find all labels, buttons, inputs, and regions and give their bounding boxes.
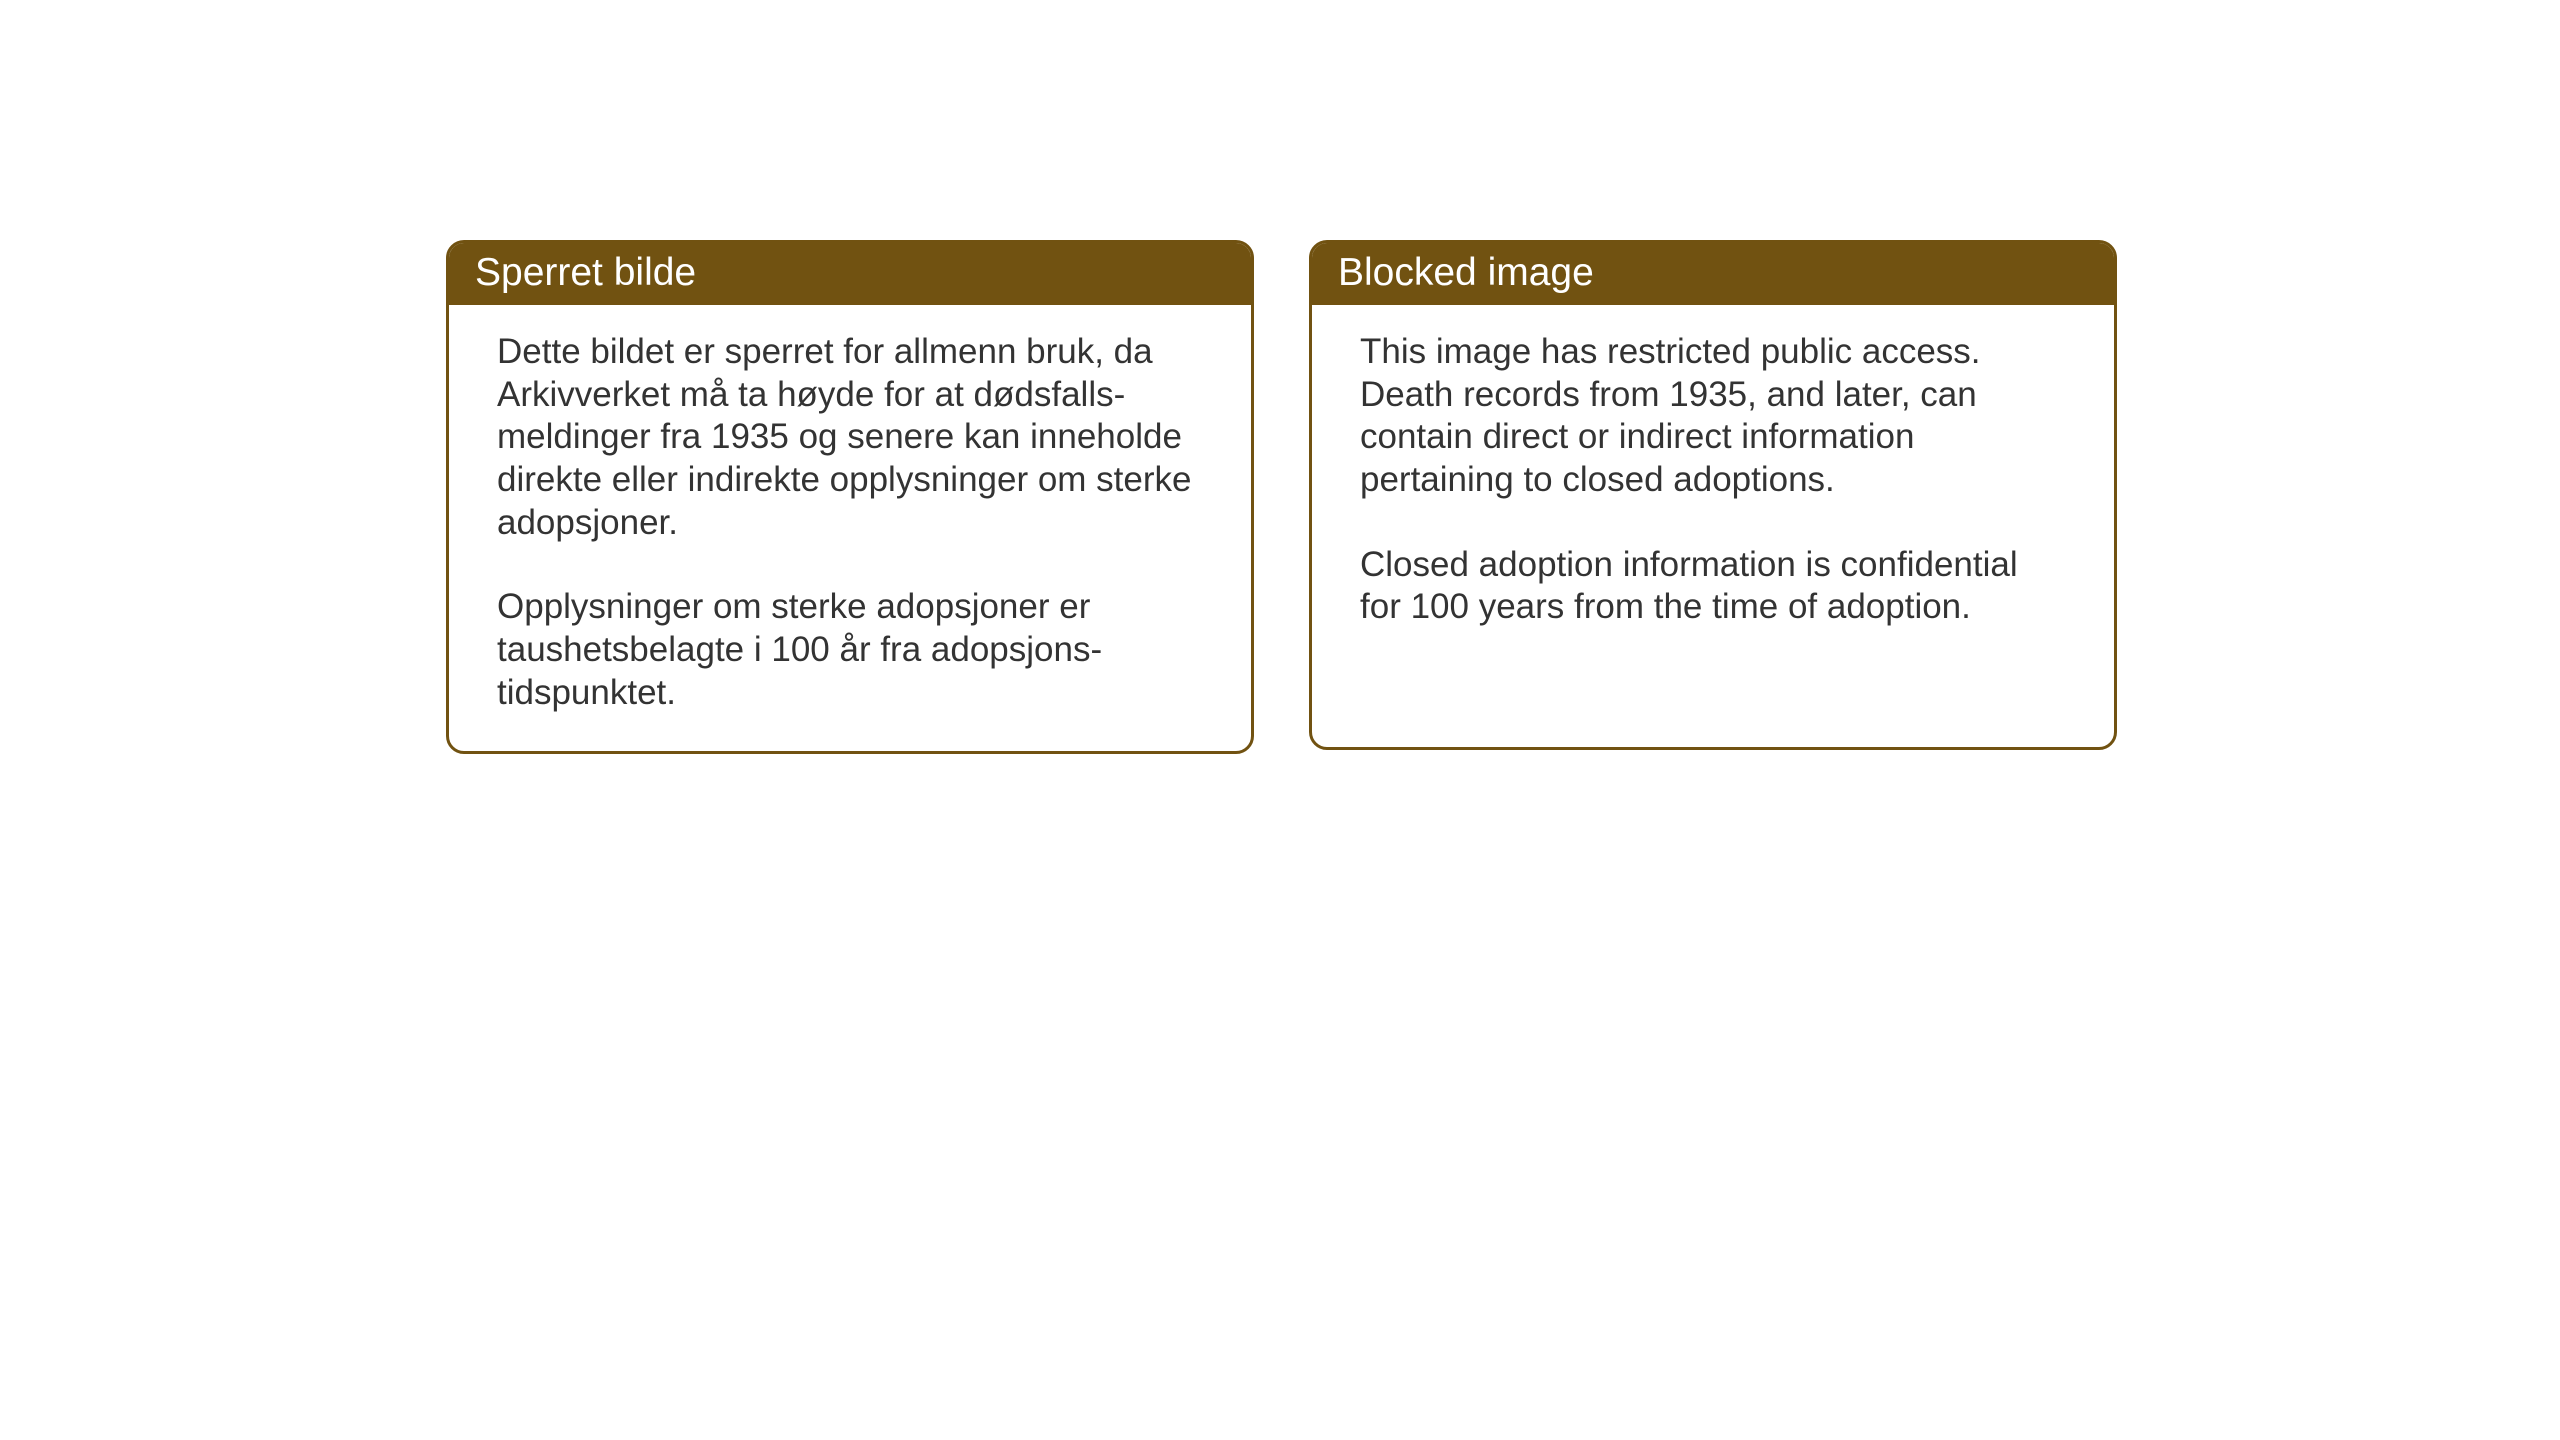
norwegian-card-body: Dette bildet er sperret for allmenn bruk… bbox=[449, 305, 1251, 751]
english-card-title: Blocked image bbox=[1312, 243, 2114, 305]
norwegian-paragraph-2: Opplysninger om sterke adopsjoner er tau… bbox=[497, 586, 1203, 714]
norwegian-card-title: Sperret bilde bbox=[449, 243, 1251, 305]
notice-container: Sperret bilde Dette bildet er sperret fo… bbox=[446, 240, 2117, 754]
english-paragraph-2: Closed adoption information is confident… bbox=[1360, 544, 2066, 629]
english-card-body: This image has restricted public access.… bbox=[1312, 305, 2114, 665]
norwegian-paragraph-1: Dette bildet er sperret for allmenn bruk… bbox=[497, 331, 1203, 544]
norwegian-notice-card: Sperret bilde Dette bildet er sperret fo… bbox=[446, 240, 1254, 754]
english-notice-card: Blocked image This image has restricted … bbox=[1309, 240, 2117, 750]
english-paragraph-1: This image has restricted public access.… bbox=[1360, 331, 2066, 502]
